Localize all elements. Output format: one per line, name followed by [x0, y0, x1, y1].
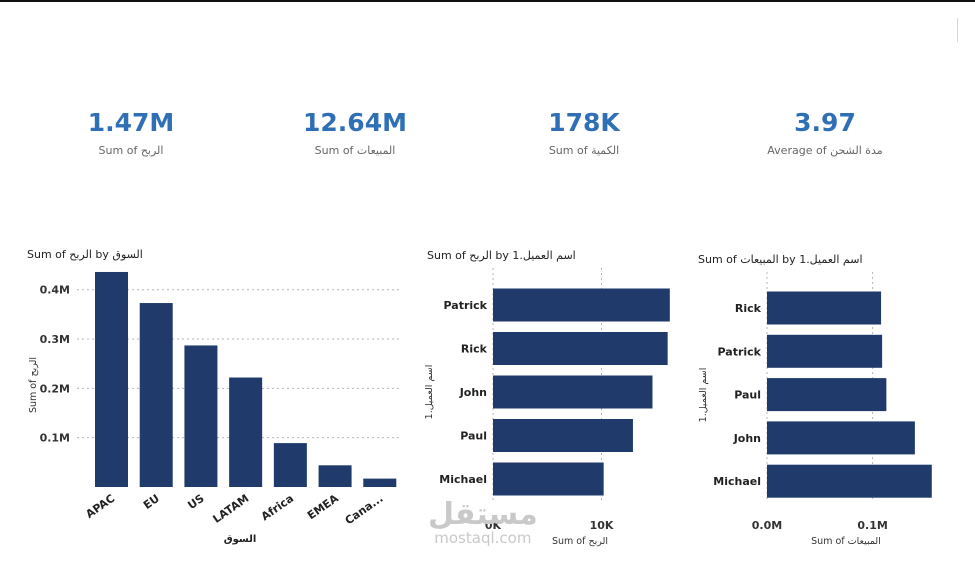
top-border	[0, 0, 975, 2]
y-tick-label: Paul	[734, 389, 761, 402]
chart-profit-by-customer[interactable]: Sum of الربح by اسم العميل.1 0K 10K Patrick…	[424, 249, 670, 547]
bar	[767, 334, 883, 368]
y-tick-label: 0.4M	[40, 284, 70, 297]
bar	[493, 332, 668, 365]
kpi-card-profit[interactable]: 1.47M Sum of الربح	[31, 108, 231, 157]
y-tick-label: Michael	[439, 473, 487, 486]
kpi-card-quantity[interactable]: 178K Sum of الكمية	[484, 108, 684, 157]
bar	[229, 377, 263, 487]
x-tick-label: APAC	[83, 492, 117, 521]
kpi-value: 3.97	[794, 108, 856, 137]
bar	[767, 291, 882, 325]
bar	[767, 421, 915, 455]
bar	[273, 443, 307, 487]
y-tick-label: Rick	[735, 302, 762, 315]
x-tick-label: 0.1M	[857, 519, 887, 532]
y-tick-label: 0.3M	[40, 333, 70, 346]
y-tick-label: Patrick	[718, 345, 762, 358]
y-tick-label: John	[459, 386, 487, 399]
x-tick-label: 0K	[485, 519, 502, 532]
y-tick-label: Patrick	[444, 299, 488, 312]
kpi-card-sales[interactable]: 12.64M Sum of المبيعات	[255, 108, 455, 157]
edge-marker	[957, 18, 958, 42]
x-axis-title: Sum of الربح	[552, 536, 608, 547]
y-tick-label: Rick	[461, 343, 488, 356]
chart-title: Sum of المبيعات by اسم العميل.1	[698, 253, 863, 266]
bar	[767, 464, 932, 498]
kpi-value: 178K	[548, 108, 620, 137]
x-tick-label: Africa	[259, 492, 296, 524]
y-axis-title: اسم العميل.1	[424, 365, 435, 420]
bar	[318, 465, 352, 487]
x-axis-title: السوق	[224, 534, 257, 545]
kpi-value: 1.47M	[87, 108, 175, 137]
watermark-arabic: مستقل	[428, 497, 538, 532]
x-tick-label: LATAM	[211, 492, 252, 526]
bar	[493, 288, 670, 322]
y-tick-label: Paul	[460, 430, 487, 443]
chart-sales-by-customer[interactable]: Sum of المبيعات by اسم العميل.1 0.0M 0.1M R…	[698, 253, 932, 547]
kpi-label: Average of مدة الشحن	[767, 144, 883, 157]
kpi-value: 12.64M	[303, 108, 407, 137]
y-tick-label: 0.2M	[40, 382, 70, 395]
kpi-label: Sum of المبيعات	[314, 144, 396, 157]
bar	[184, 345, 218, 487]
y-tick-label: 0.1M	[40, 432, 70, 445]
chart-title: Sum of الربح by السوق	[27, 248, 143, 261]
kpi-card-shipping[interactable]: 3.97 Average of مدة الشحن	[725, 108, 925, 157]
kpi-label: Sum of الربح	[98, 144, 164, 157]
x-tick-label: EU	[141, 492, 162, 512]
chart-profit-by-market[interactable]: Sum of الربح by السوق 0.1M 0.2M 0.3M 0.4M APA…	[27, 248, 400, 545]
y-tick-label: Michael	[713, 475, 761, 488]
chart-title: Sum of الربح by اسم العميل.1	[427, 249, 576, 262]
kpi-label: Sum of الكمية	[548, 144, 620, 157]
bar	[493, 462, 604, 496]
x-tick-label: Cana...	[343, 492, 386, 527]
bar	[139, 303, 173, 487]
watermark: مستقل mostaql.com	[428, 497, 538, 547]
bar	[363, 478, 397, 487]
y-axis-title: اسم العميل.1	[698, 368, 709, 423]
bar	[767, 378, 887, 412]
x-axis-title: Sum of المبيعات	[811, 536, 881, 547]
x-tick-label: 0.0M	[752, 519, 782, 532]
bar	[493, 375, 653, 409]
x-tick-label: EMEA	[305, 492, 341, 523]
bar	[493, 419, 633, 452]
x-tick-label: US	[185, 492, 206, 512]
y-tick-label: John	[733, 432, 761, 445]
y-axis-title: Sum of الربح	[28, 357, 39, 413]
bar	[95, 271, 128, 487]
watermark-latin: mostaql.com	[434, 529, 532, 547]
x-tick-label: 10K	[590, 519, 614, 532]
